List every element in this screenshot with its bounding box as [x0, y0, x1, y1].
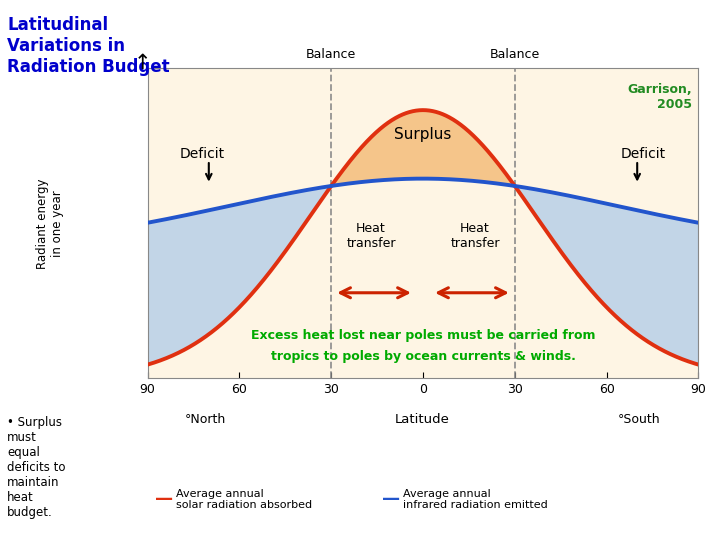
Text: Deficit: Deficit [180, 147, 225, 161]
Text: Heat
transfer: Heat transfer [346, 222, 396, 250]
Text: Surplus: Surplus [395, 127, 451, 142]
Text: ↑: ↑ [134, 53, 151, 73]
Text: Average annual
solar radiation absorbed: Average annual solar radiation absorbed [176, 489, 312, 510]
Text: Latitudinal
Variations in
Radiation Budget: Latitudinal Variations in Radiation Budg… [7, 16, 170, 76]
Text: °North: °North [184, 413, 226, 426]
Text: °South: °South [618, 413, 661, 426]
Text: • Surplus
must
equal
deficits to
maintain
heat
budget.: • Surplus must equal deficits to maintai… [7, 416, 66, 519]
Text: Latitude: Latitude [395, 413, 450, 426]
Text: —: — [382, 490, 400, 509]
Text: Balance: Balance [490, 49, 540, 62]
Text: Heat
transfer: Heat transfer [450, 222, 500, 250]
Text: Garrison,
2005: Garrison, 2005 [628, 83, 693, 111]
Text: Radiant energy
in one year: Radiant energy in one year [37, 179, 64, 269]
Text: Average annual
infrared radiation emitted: Average annual infrared radiation emitte… [403, 489, 548, 510]
Text: Balance: Balance [306, 49, 356, 62]
Text: Excess heat lost near poles must be carried from: Excess heat lost near poles must be carr… [251, 329, 595, 342]
Text: —: — [155, 490, 173, 509]
Text: tropics to poles by ocean currents & winds.: tropics to poles by ocean currents & win… [271, 350, 575, 363]
Text: Deficit: Deficit [621, 147, 666, 161]
